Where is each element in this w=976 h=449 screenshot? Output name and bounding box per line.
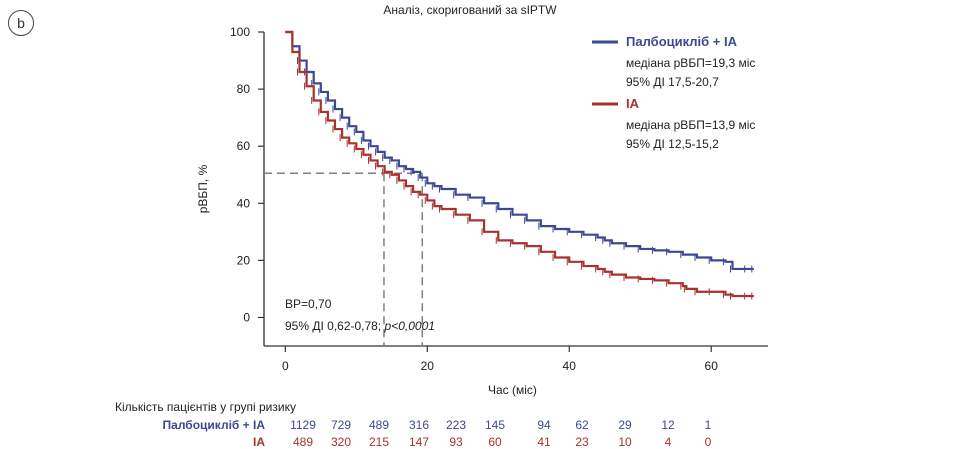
legend-ci: 95% ДІ 12,5-15,2	[626, 137, 719, 151]
x-tick-label: 20	[421, 359, 435, 373]
risk-count: 10	[618, 435, 632, 449]
risk-count: 23	[575, 435, 589, 449]
y-tick-label: 20	[237, 253, 251, 267]
risk-count: 147	[409, 435, 429, 449]
risk-count: 1	[705, 418, 712, 432]
risk-row-label: Палбоцикліб + IA	[163, 418, 266, 432]
legend-label: IA	[626, 96, 640, 111]
risk-table-title: Кількість пацієнтів у групі ризику	[115, 400, 296, 414]
y-axis-label: рВБП, %	[196, 164, 210, 213]
risk-count: 223	[446, 418, 466, 432]
y-tick-label: 60	[237, 139, 251, 153]
y-tick-label: 0	[243, 310, 250, 324]
risk-count: 316	[409, 418, 429, 432]
x-axis-label: Час (міс)	[488, 383, 537, 397]
risk-count: 62	[575, 418, 589, 432]
survival-curve-palbociclib-ia	[285, 30, 754, 271]
legend-ci: 95% ДІ 17,5-20,7	[626, 75, 719, 89]
chart-title: Аналіз, скоригований за sIPTW	[383, 3, 557, 17]
ci-annotation: 95% ДІ 0,62-0,78; p<0,0001	[285, 319, 435, 333]
x-tick-label: 60	[705, 359, 719, 373]
x-tick-label: 0	[282, 359, 289, 373]
risk-count: 145	[485, 418, 505, 432]
risk-row-label: IA	[253, 435, 265, 449]
risk-count: 12	[661, 418, 675, 432]
risk-count: 41	[537, 435, 551, 449]
risk-count: 489	[369, 418, 389, 432]
y-tick-label: 80	[237, 82, 251, 96]
legend-median: медіана рВБП=19,3 міс	[626, 56, 755, 70]
legend-label: Палбоцикліб + IA	[626, 34, 738, 49]
risk-count: 4	[665, 435, 672, 449]
risk-count: 320	[331, 435, 351, 449]
y-tick-label: 100	[230, 25, 250, 39]
risk-count: 60	[488, 435, 502, 449]
x-tick-label: 40	[563, 359, 577, 373]
risk-count: 93	[449, 435, 463, 449]
risk-count: 1129	[290, 418, 316, 432]
risk-count: 29	[618, 418, 632, 432]
risk-count: 0	[705, 435, 712, 449]
risk-count: 489	[293, 435, 313, 449]
y-tick-label: 40	[237, 196, 251, 210]
legend-median: медіана рВБП=13,9 міс	[626, 118, 755, 132]
risk-count: 94	[537, 418, 551, 432]
survival-curve-ia	[285, 30, 754, 298]
risk-count: 215	[369, 435, 389, 449]
risk-count: 729	[331, 418, 351, 432]
hr-annotation: ВР=0,70	[285, 297, 332, 311]
panel-label-badge: b	[8, 10, 34, 36]
